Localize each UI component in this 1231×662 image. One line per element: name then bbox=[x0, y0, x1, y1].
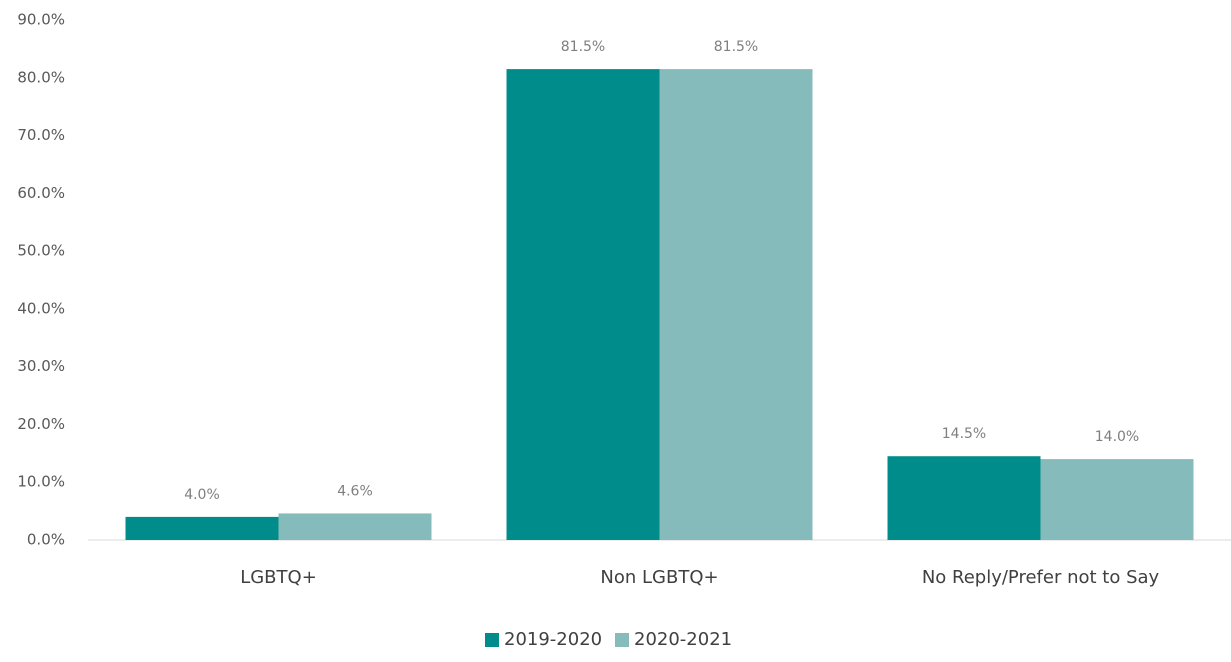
value-label: 14.5% bbox=[942, 426, 986, 442]
y-tick-label: 0.0% bbox=[27, 531, 65, 549]
bar bbox=[278, 513, 432, 540]
y-tick-label: 50.0% bbox=[17, 242, 65, 260]
legend-label: 2020-2021 bbox=[634, 629, 732, 650]
value-label: 4.0% bbox=[184, 487, 220, 503]
x-tick-label: No Reply/Prefer not to Say bbox=[922, 567, 1160, 588]
bar bbox=[659, 69, 813, 540]
y-tick-label: 80.0% bbox=[17, 68, 65, 86]
bar bbox=[125, 516, 279, 540]
y-tick-label: 90.0% bbox=[17, 11, 65, 29]
y-tick-label: 30.0% bbox=[17, 357, 65, 375]
bar bbox=[506, 69, 660, 540]
legend-label: 2019-2020 bbox=[504, 629, 602, 650]
y-tick-label: 20.0% bbox=[17, 415, 65, 433]
value-label: 14.0% bbox=[1095, 429, 1139, 445]
legend-swatch bbox=[615, 633, 629, 647]
x-tick-label: Non LGBTQ+ bbox=[600, 567, 718, 588]
y-tick-label: 40.0% bbox=[17, 299, 65, 317]
value-label: 81.5% bbox=[561, 39, 605, 55]
bar bbox=[887, 456, 1041, 540]
y-tick-label: 10.0% bbox=[17, 473, 65, 491]
y-tick-label: 70.0% bbox=[17, 126, 65, 144]
legend-swatch bbox=[485, 633, 499, 647]
value-label: 4.6% bbox=[337, 483, 373, 499]
y-tick-label: 60.0% bbox=[17, 184, 65, 202]
x-tick-label: LGBTQ+ bbox=[240, 567, 317, 588]
bar bbox=[1040, 459, 1194, 540]
value-label: 81.5% bbox=[714, 39, 758, 55]
